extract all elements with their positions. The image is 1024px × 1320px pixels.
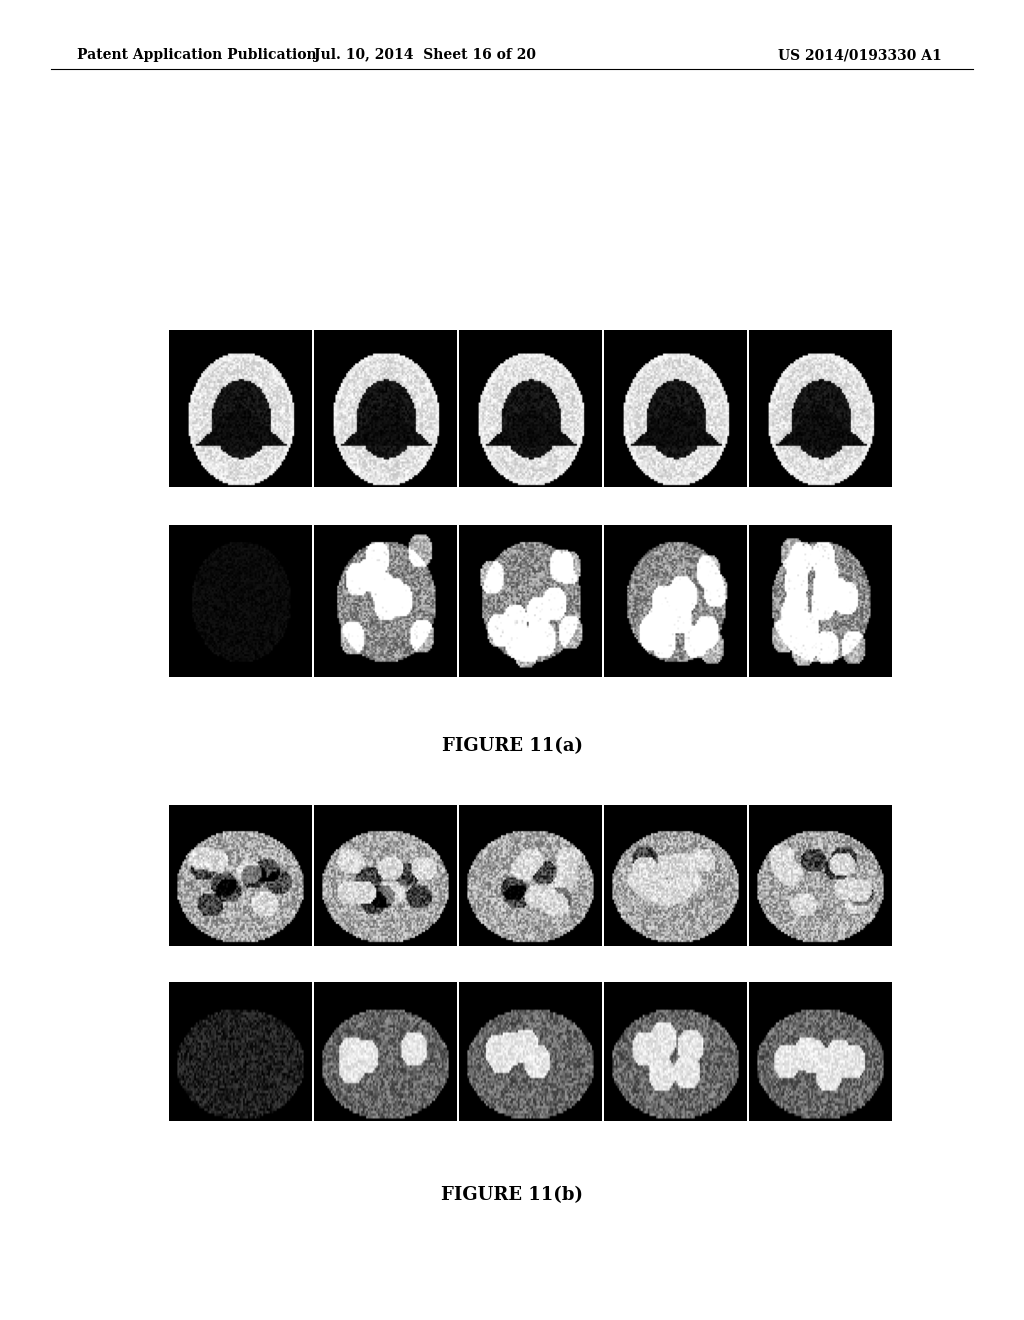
Text: 0 min.: 0 min.: [176, 686, 207, 697]
Text: 0 min.: 0 min.: [176, 1130, 207, 1139]
Text: Jul. 10, 2014  Sheet 16 of 20: Jul. 10, 2014 Sheet 16 of 20: [314, 49, 536, 62]
Text: 30 min.: 30 min.: [466, 498, 503, 507]
Text: 120 min.: 120 min.: [611, 954, 654, 965]
Text: MR: MR: [168, 989, 185, 999]
Text: 10 min.: 10 min.: [322, 1130, 358, 1139]
Text: 90 min.: 90 min.: [611, 498, 648, 507]
Text: 90 min.: 90 min.: [611, 686, 648, 697]
Text: CT: CT: [168, 338, 182, 347]
Text: 60 min.: 60 min.: [466, 954, 503, 965]
Text: 60 min.: 60 min.: [466, 1130, 503, 1139]
Text: 200 min.: 200 min.: [756, 498, 799, 507]
Text: CT: CT: [168, 812, 182, 822]
Text: 0 min.: 0 min.: [176, 498, 207, 507]
Text: 120 min.: 120 min.: [611, 1130, 654, 1139]
Text: 10 min.: 10 min.: [322, 498, 358, 507]
Text: 10 min.: 10 min.: [322, 686, 358, 697]
Text: US 2014/0193330 A1: US 2014/0193330 A1: [778, 49, 942, 62]
Text: 200 min.: 200 min.: [756, 954, 799, 965]
Text: 10 min.: 10 min.: [322, 954, 358, 965]
Text: MR: MR: [168, 533, 185, 543]
Text: FIGURE 11(b): FIGURE 11(b): [441, 1185, 583, 1204]
Text: Patent Application Publication: Patent Application Publication: [77, 49, 316, 62]
Text: 200 min.: 200 min.: [756, 1130, 799, 1139]
Text: 30 min.: 30 min.: [466, 686, 503, 697]
Text: 0 min.: 0 min.: [176, 954, 207, 965]
Text: 200 min.: 200 min.: [756, 686, 799, 697]
Text: FIGURE 11(a): FIGURE 11(a): [441, 737, 583, 755]
